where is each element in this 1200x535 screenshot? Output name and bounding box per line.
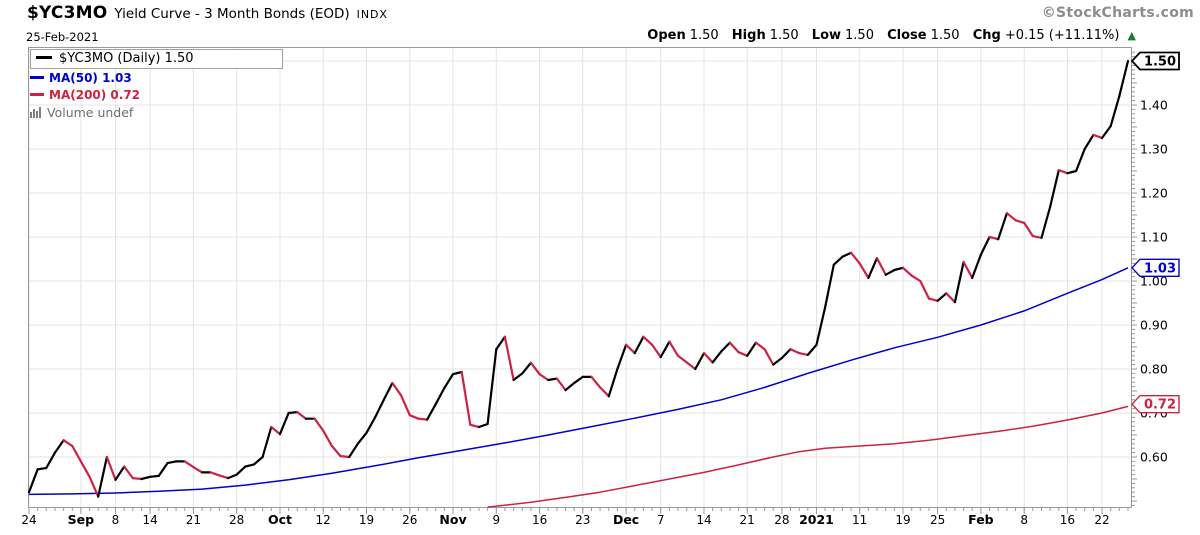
svg-text:23: 23 bbox=[575, 513, 590, 527]
chart-title: Yield Curve - 3 Month Bonds (EOD) bbox=[114, 6, 350, 22]
svg-text:16: 16 bbox=[1060, 513, 1075, 527]
svg-text:Oct: Oct bbox=[268, 512, 292, 527]
open-value: 1.50 bbox=[689, 28, 719, 43]
change-value: +0.15 (+11.11%) bbox=[1004, 28, 1120, 43]
svg-text:24: 24 bbox=[21, 513, 36, 527]
legend-item-volume: Volume undef bbox=[30, 103, 283, 120]
svg-text:1.00: 1.00 bbox=[1140, 274, 1168, 289]
change-up-icon: ▲ bbox=[1127, 29, 1136, 42]
legend-volume-label: Volume undef bbox=[47, 105, 134, 120]
legend-ma200-label: MA(200) 0.72 bbox=[49, 88, 141, 102]
svg-text:21: 21 bbox=[740, 513, 755, 527]
legend-item-ma50: MA(50) 1.03 bbox=[30, 69, 283, 86]
close-value: 1.50 bbox=[930, 28, 960, 43]
gridlines bbox=[28, 47, 1132, 508]
svg-text:14: 14 bbox=[142, 513, 157, 527]
plot-frame bbox=[28, 47, 1132, 508]
svg-text:8: 8 bbox=[112, 513, 120, 527]
legend-ma50-label: MA(50) 1.03 bbox=[49, 71, 132, 85]
symbol: $YC3MO bbox=[27, 3, 108, 23]
quote-summary: Open 1.50 High 1.50 Low 1.50 Close 1.50 Chg +… bbox=[647, 28, 1136, 43]
axis-ticks bbox=[28, 51, 1137, 514]
chart-legend: $YC3MO (Daily) 1.50 MA(50) 1.03 MA(200) … bbox=[30, 49, 283, 120]
high-label: High bbox=[731, 28, 766, 43]
svg-text:1.30: 1.30 bbox=[1140, 142, 1168, 157]
svg-text:28: 28 bbox=[229, 513, 244, 527]
chart-date: 25-Feb-2021 bbox=[26, 30, 99, 44]
legend-price-label: $YC3MO (Daily) 1.50 bbox=[59, 51, 194, 66]
change-label: Chg bbox=[972, 28, 1001, 43]
svg-text:2021: 2021 bbox=[799, 512, 834, 527]
svg-text:14: 14 bbox=[696, 513, 711, 527]
price-line-series bbox=[27, 59, 1130, 498]
x-axis-labels: 24 Sep 8 14 21 28 Oct 12 19 26 Nov 9 16 23 Dec 7 14 21 28 2… bbox=[21, 512, 1109, 527]
y-axis-labels: 0.600.700.800.901.001.101.201.301.40 bbox=[1140, 98, 1168, 465]
svg-text:16: 16 bbox=[532, 513, 547, 527]
svg-text:1.20: 1.20 bbox=[1140, 186, 1168, 201]
svg-text:1.50: 1.50 bbox=[1144, 55, 1176, 70]
ma50-line bbox=[28, 267, 1129, 496]
low-label: Low bbox=[811, 28, 842, 43]
svg-text:7: 7 bbox=[657, 513, 665, 527]
svg-text:12: 12 bbox=[316, 513, 331, 527]
svg-text:8: 8 bbox=[1020, 513, 1028, 527]
exchange-label: INDX bbox=[356, 8, 388, 21]
svg-text:Dec: Dec bbox=[613, 512, 639, 527]
svg-text:Feb: Feb bbox=[968, 512, 994, 527]
svg-text:1.03: 1.03 bbox=[1144, 261, 1176, 276]
svg-text:21: 21 bbox=[186, 513, 201, 527]
close-label: Close bbox=[887, 28, 927, 43]
svg-text:19: 19 bbox=[359, 513, 374, 527]
svg-text:1.10: 1.10 bbox=[1140, 230, 1168, 245]
price-line-swatch bbox=[36, 56, 52, 59]
svg-text:0.60: 0.60 bbox=[1140, 450, 1168, 465]
stockcharts-logo: ©StockCharts.com bbox=[1041, 5, 1194, 21]
svg-text:1.40: 1.40 bbox=[1140, 98, 1168, 113]
svg-text:19: 19 bbox=[895, 513, 910, 527]
svg-text:26: 26 bbox=[402, 513, 417, 527]
ma200-line bbox=[487, 405, 1129, 508]
svg-text:25: 25 bbox=[930, 513, 945, 527]
svg-text:Sep: Sep bbox=[68, 512, 94, 527]
svg-text:0.90: 0.90 bbox=[1140, 318, 1168, 333]
svg-text:22: 22 bbox=[1094, 513, 1109, 527]
volume-icon bbox=[30, 107, 41, 118]
svg-text:0.80: 0.80 bbox=[1140, 362, 1168, 377]
low-value: 1.50 bbox=[845, 28, 874, 43]
ma50-line-swatch bbox=[30, 76, 44, 79]
open-label: Open bbox=[647, 28, 686, 43]
svg-text:28: 28 bbox=[774, 513, 789, 527]
ma200-line-swatch bbox=[30, 93, 44, 96]
svg-text:0.72: 0.72 bbox=[1144, 398, 1176, 413]
svg-text:Nov: Nov bbox=[439, 512, 466, 527]
last-value-labels: 1.50 1.03 0.72 bbox=[1130, 51, 1180, 414]
svg-text:11: 11 bbox=[852, 513, 867, 527]
legend-item-price: $YC3MO (Daily) 1.50 bbox=[30, 49, 283, 69]
high-value: 1.50 bbox=[769, 28, 799, 43]
legend-item-ma200: MA(200) 0.72 bbox=[30, 86, 283, 103]
svg-text:9: 9 bbox=[492, 513, 500, 527]
chart-header: $YC3MO Yield Curve - 3 Month Bonds (EOD) I… bbox=[27, 3, 388, 23]
